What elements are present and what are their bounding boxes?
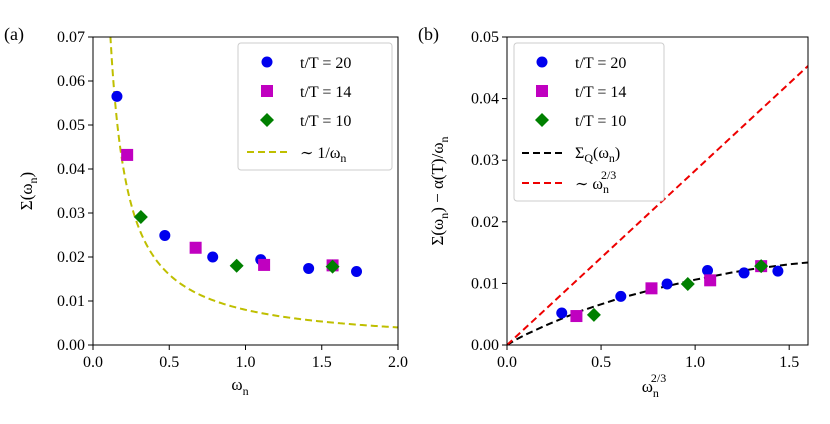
legend-a-diamond-marker [260, 113, 274, 127]
panel-b-point-circle [702, 264, 714, 276]
legend-b-entry-sigmaq: ΣQ(ωn) [575, 145, 620, 165]
panel-a-point-square [121, 148, 134, 161]
panel-a-legend: t/T = 20 t/T = 14 t/T = 10 ∼ 1/ωn [237, 42, 393, 171]
panel-a-point-square [189, 241, 202, 254]
legend-b-circle-marker [536, 56, 548, 68]
legend-a-entry-fit: ∼ 1/ωn [300, 145, 346, 165]
panel-a-ytick-label: 0.05 [57, 117, 85, 134]
panel-b-plot: 0.0 0.5 1.0 1.5 0.00 0.01 0.02 0.03 0.04 0.05 t/T… [428, 29, 809, 400]
panel-b-point-circle [738, 267, 750, 279]
panel-b-axes-frame [506, 36, 809, 346]
panel-a-point-circle [207, 251, 219, 263]
legend-a-box [237, 42, 393, 171]
panel-a-xlabel: ωn [231, 375, 248, 398]
panel-a-point-diamond [325, 259, 340, 274]
panel-b-point-circle [661, 278, 673, 290]
panel-a-xtick-label: 0.5 [159, 354, 179, 371]
panel-a-xtick-label: 0.0 [83, 354, 103, 371]
panel-b-point-circle [615, 290, 627, 302]
legend-a-square-marker [261, 85, 273, 97]
panel-a-point-circle [111, 90, 123, 102]
panel-b-point-circle [772, 265, 784, 277]
panel-b-ytick-label: 0.04 [471, 91, 499, 108]
legend-b-entry-10: t/T = 10 [575, 113, 626, 130]
panel-b-ylabel: Σ(ωn) − α(T)/ωn [428, 136, 451, 245]
panel-a-label: (a) [4, 24, 24, 45]
panel-b-ytick-label: 0.01 [471, 275, 499, 292]
panel-a-ylabel: Σ(ωn) [17, 172, 40, 210]
legend-b-square-marker [536, 85, 548, 97]
panel-b-point-square [570, 310, 583, 323]
panel-a-point-circle [351, 266, 363, 278]
panel-b-point-square [645, 282, 658, 295]
legend-a-entry-14: t/T = 14 [300, 84, 351, 101]
legend-b-box [513, 42, 665, 202]
legend-b-entry-power: ∼ ωn2/3 [575, 168, 616, 196]
panel-a-xtick-label: 1.0 [236, 354, 256, 371]
panel-b-point-diamond [680, 277, 695, 292]
panel-a-ytick-label: 0.02 [57, 249, 85, 266]
panel-a-ytick-label: 0.04 [57, 161, 85, 178]
panel-b-xlabel: ωn2/3 [642, 371, 667, 400]
panel-b-point-diamond [586, 307, 601, 322]
legend-a-entry-10: t/T = 10 [300, 113, 351, 130]
panel-a-point-diamond [229, 258, 244, 273]
panel-b-ytick-label: 0.02 [471, 214, 499, 231]
panel-a-dashed-curve [109, 37, 398, 329]
panel-a-point-diamond [133, 209, 148, 224]
legend-b-entry-20: t/T = 20 [575, 55, 626, 72]
panel-b-xtick-label: 0.0 [497, 354, 517, 371]
panel-b-point-diamond [754, 259, 769, 274]
panel-b-ytick-label: 0.05 [471, 29, 499, 46]
panel-b-dashed-curve [507, 261, 808, 345]
panel-a-xtick-label: 1.5 [312, 354, 332, 371]
panel-a-point-circle [159, 229, 171, 241]
panel-b-legend: t/T = 20 t/T = 14 t/T = 10 ΣQ(ωn) ∼ ωn2/… [513, 42, 665, 202]
legend-b-diamond-marker [535, 113, 549, 127]
panel-a-xtick-label: 2.0 [388, 354, 408, 371]
panel-a-point-square [258, 258, 271, 271]
panel-a-plot: 0.0 0.5 1.0 1.5 2.0 0.00 0.01 0.02 0.03 0.04 0.05 0… [17, 29, 408, 398]
panel-a-ytick-label: 0.07 [57, 29, 85, 46]
panel-a-ytick-label: 0.00 [57, 337, 85, 354]
panel-b-xtick-label: 1.0 [685, 354, 705, 371]
legend-a-entry-20: t/T = 20 [300, 55, 351, 72]
legend-a-circle-marker [261, 56, 273, 68]
legend-b-entry-14: t/T = 14 [575, 84, 626, 101]
panel-b-xtick-label: 0.5 [591, 354, 611, 371]
panel-a-ytick-label: 0.06 [57, 73, 85, 90]
panel-b-point-circle [556, 307, 568, 319]
panel-b-ytick-label: 0.00 [471, 337, 499, 354]
panel-a-ytick-label: 0.03 [57, 205, 85, 222]
panel-b-label: (b) [418, 24, 439, 45]
panel-b-ytick-label: 0.03 [471, 152, 499, 169]
panel-a-point-circle [303, 262, 315, 274]
panel-a-ytick-label: 0.01 [57, 293, 85, 310]
panel-b-xtick-label: 1.5 [779, 354, 799, 371]
panel-b-point-square [704, 274, 717, 287]
panel-b-dashed-curve [507, 65, 808, 345]
